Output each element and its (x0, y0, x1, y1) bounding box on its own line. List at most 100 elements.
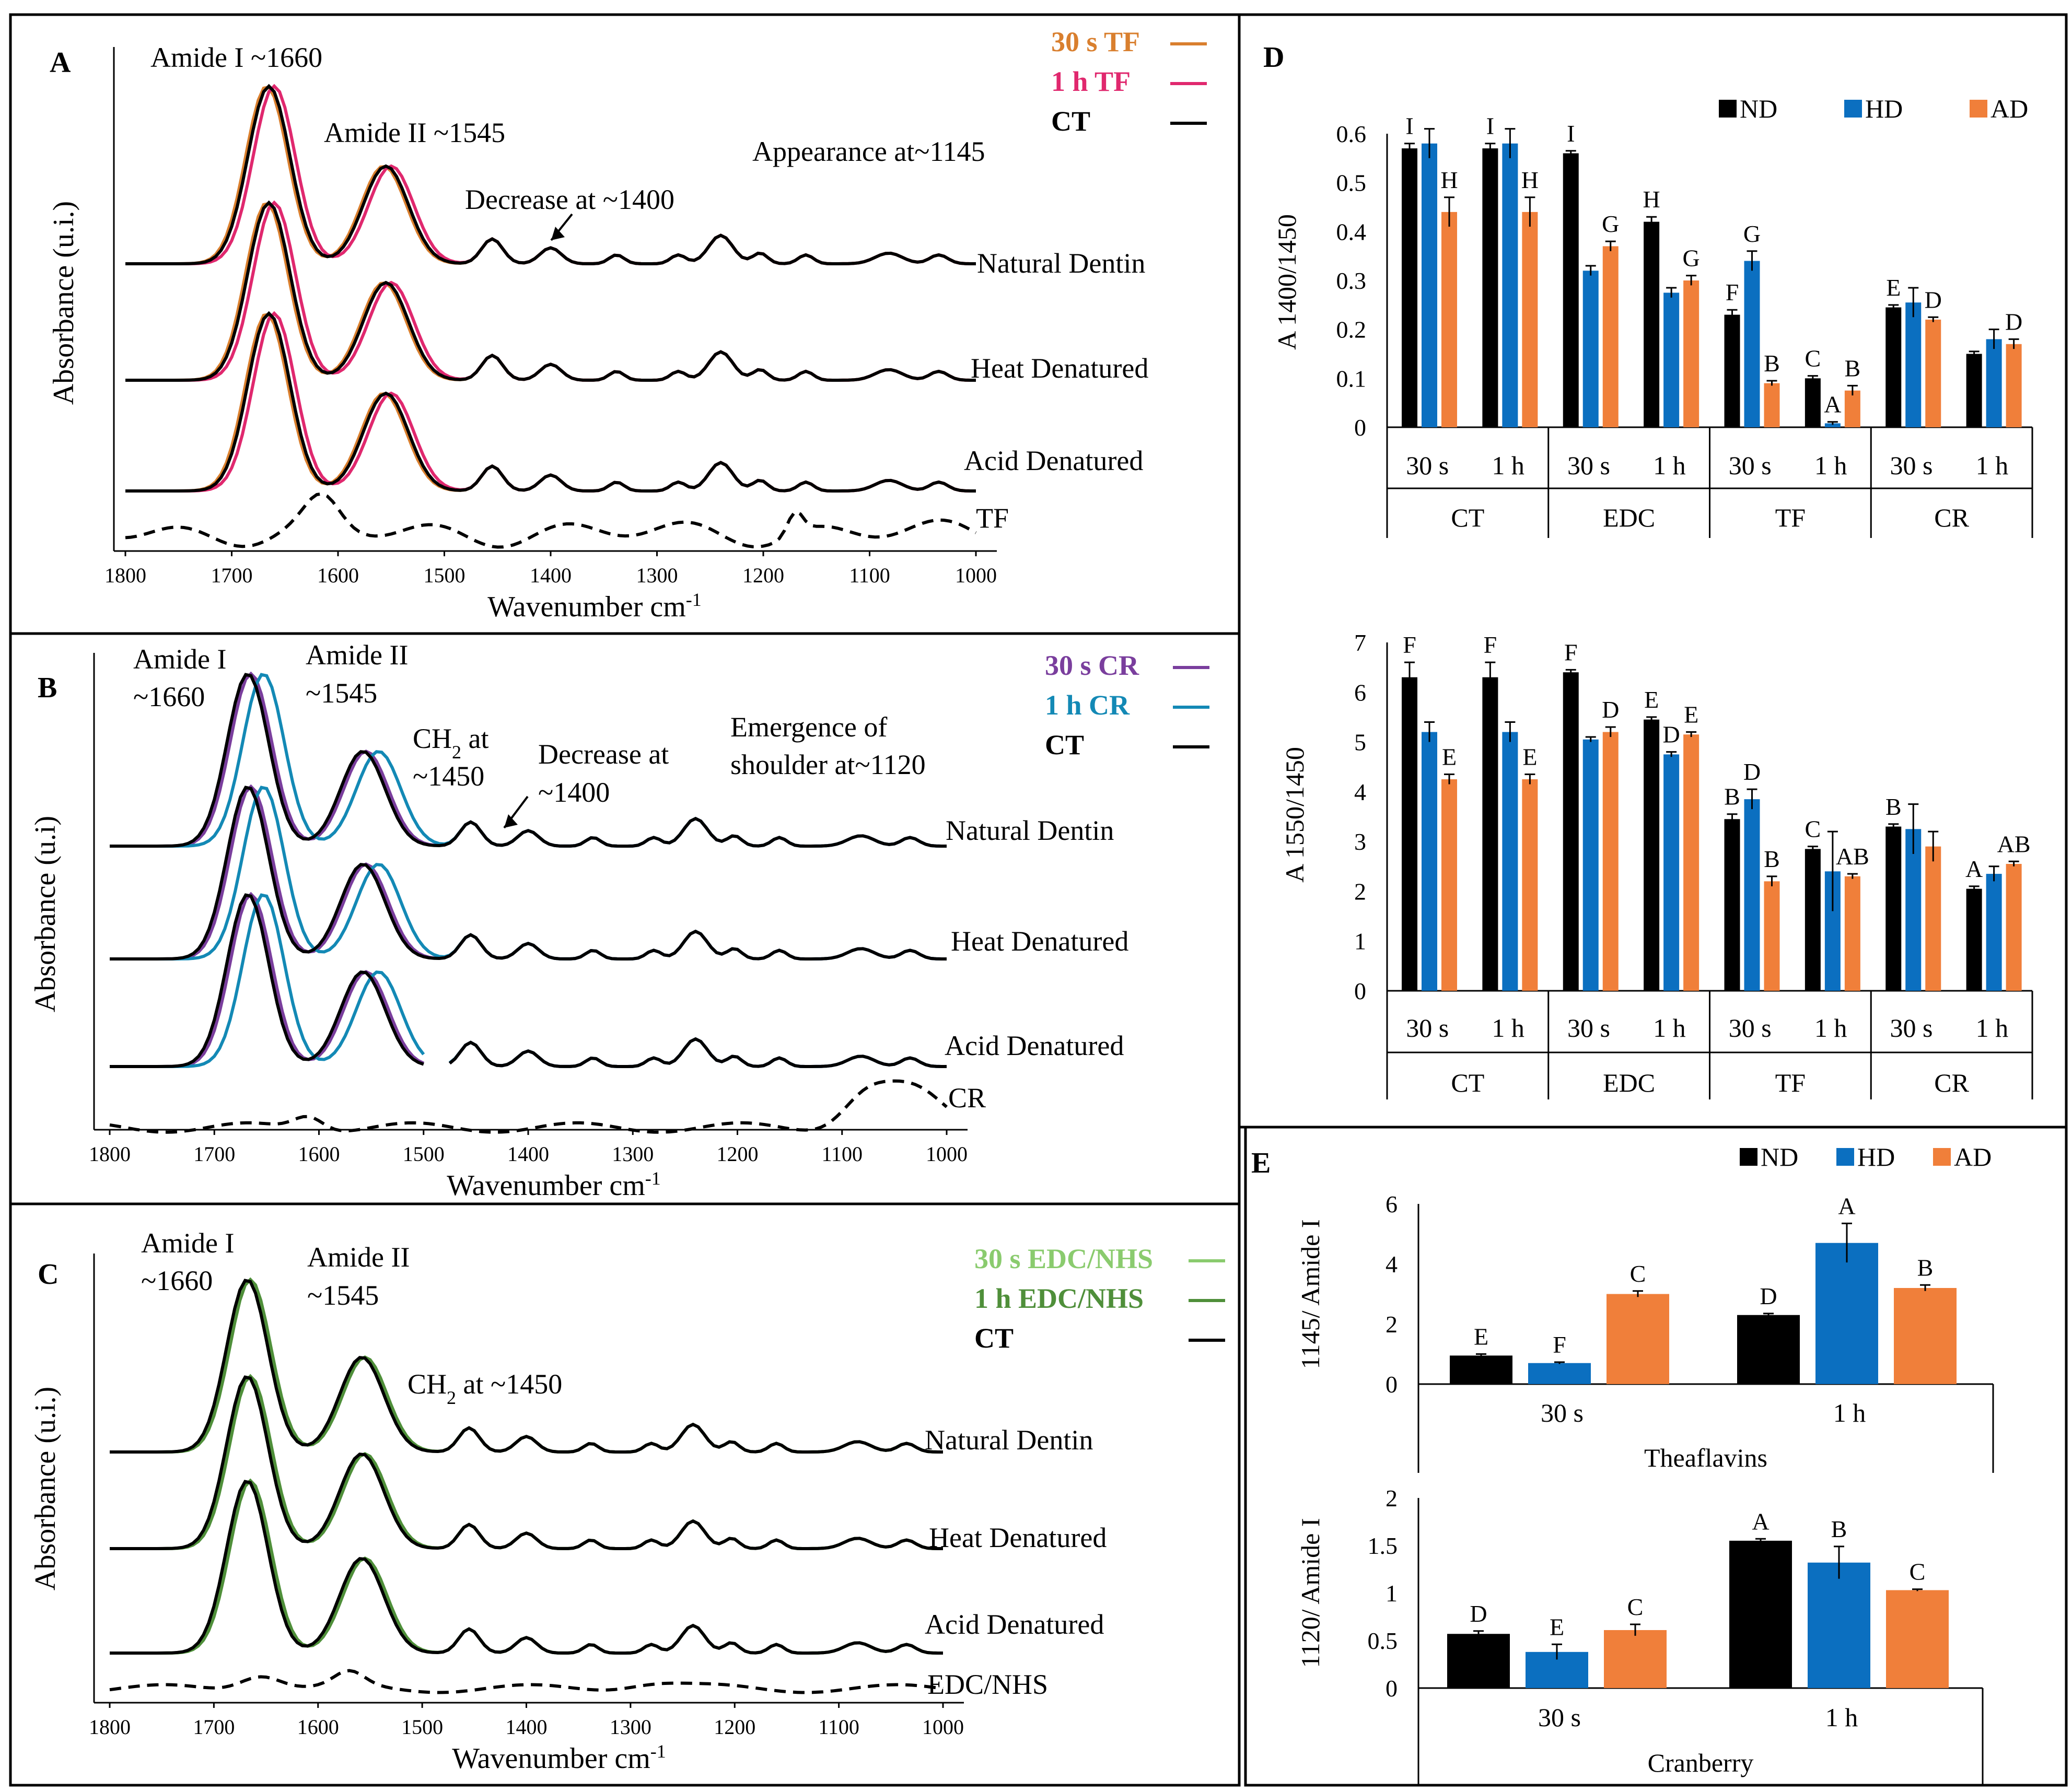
group-label: CT (1451, 1068, 1484, 1097)
significance-letter: F (1553, 1331, 1566, 1358)
category-label: 30 s (1729, 451, 1772, 480)
legend-label: 1 h CR (1045, 689, 1130, 721)
spectra-panel-B: 1800 1700 1600 1500 1400 1300 1200 1100 1000 Wave… (29, 639, 1209, 1202)
y-tick-label: 0 (1354, 414, 1366, 441)
bar-panel-E-top: 0 2 4 6 1145/ Amide I E E F C 30 s D A B 1 h Theaflavi… (1251, 1142, 1994, 1473)
y-tick-label: 0.3 (1336, 267, 1367, 294)
panel-letter: A (50, 46, 71, 79)
significance-letter: AB (1836, 843, 1869, 870)
legend-swatch-ND (1740, 1148, 1757, 1166)
y-tick-label: 0.5 (1368, 1627, 1398, 1654)
y-tick-label: 0 (1386, 1675, 1398, 1702)
annotation-text: ~1660 (141, 1265, 213, 1296)
x-tick-label: 1300 (612, 1142, 654, 1166)
bar-ND (1402, 148, 1417, 428)
y-tick-label: 0 (1354, 978, 1366, 1004)
y-tick-label: 4 (1386, 1251, 1398, 1278)
annotation-suffix: at ~1450 (456, 1368, 562, 1400)
bar-AD (2006, 344, 2022, 427)
category-label: 1 h (1976, 1013, 2009, 1043)
spectrum-label: Heat Denatured (929, 1522, 1107, 1553)
category-label: 30 s (1567, 1013, 1610, 1043)
category-label: 1 h (1814, 451, 1847, 480)
category-label: 30 s (1541, 1398, 1584, 1427)
significance-letter: I (1486, 113, 1494, 139)
significance-letter: C (1630, 1260, 1646, 1287)
spectrum-trace-ct (110, 1480, 943, 1655)
annotation-text: CH2 at (413, 723, 489, 763)
y-tick-label: 0.1 (1336, 365, 1367, 392)
x-axis-label: Wavenumber cm-1 (452, 1741, 666, 1775)
significance-letter: B (1845, 355, 1861, 381)
bar-ND (1450, 1355, 1512, 1384)
x-axis-label-superscript: -1 (645, 1168, 661, 1189)
spectrum-label: Acid Denatured (925, 1609, 1104, 1640)
significance-letter: B (1764, 846, 1780, 872)
bar-panel-E-bottom: 0 0.5 1 1.5 2 1120/ Amide I D E C 30 s A B C 1 h Cranb… (1296, 1485, 1984, 1785)
bar-HD (1422, 143, 1437, 427)
legend-label: CT (974, 1322, 1014, 1354)
legend-swatch-HD (1844, 100, 1862, 118)
legend-label: 30 s CR (1045, 650, 1139, 681)
bar-ND (1402, 677, 1417, 991)
bar-HD (1986, 874, 2002, 991)
legend-swatch-AD (1970, 100, 1987, 118)
bar-HD (1422, 732, 1437, 991)
bar-ND (1805, 849, 1821, 991)
significance-letter: E (1474, 1323, 1488, 1350)
panel-letter: C (38, 1258, 59, 1291)
y-tick-label: 1 (1354, 928, 1366, 955)
reference-dashed-trace (109, 1669, 944, 1694)
significance-letter: C (1627, 1594, 1644, 1620)
y-tick-label: 2 (1386, 1485, 1398, 1512)
category-label: 30 s (1890, 1013, 1933, 1043)
category-label: 1 h (1833, 1398, 1866, 1427)
significance-letter: B (1917, 1254, 1934, 1281)
legend-label: AD (1990, 94, 2028, 123)
x-tick-label: 1600 (317, 564, 359, 587)
legend-swatch-AD (1933, 1148, 1951, 1166)
x-tick-label: 1100 (818, 1715, 859, 1739)
y-axis-label: A 1400/1450 (1272, 214, 1301, 350)
reference-dashed-trace (125, 492, 977, 549)
y-tick-label: 0.5 (1336, 170, 1367, 196)
bar-panel-D-top: 0 0.1 0.2 0.3 0.4 0.5 0.6 A 1400/1450 D I H 30 s I H 1… (1263, 41, 2033, 538)
bar-ND (1724, 314, 1740, 427)
annotation-text: Amide II (307, 1241, 410, 1273)
category-label: 1 h (1653, 1013, 1686, 1043)
bar-HD (1744, 799, 1760, 991)
y-tick-label: 0 (1386, 1371, 1398, 1398)
bar-ND (1966, 888, 1982, 991)
legend-label: AD (1954, 1142, 1992, 1172)
bar-ND (1737, 1315, 1800, 1384)
bar-ND (1563, 672, 1579, 991)
group-label: TF (1775, 1068, 1806, 1097)
spectrum-trace-ct (125, 200, 976, 382)
annotation-text: ~1450 (413, 760, 484, 792)
y-tick-label: 0.2 (1336, 317, 1367, 343)
x-axis-label: Wavenumber cm-1 (447, 1168, 661, 1202)
significance-letter: E (1522, 744, 1537, 770)
bar-AD (1441, 212, 1457, 427)
bar-AD (1683, 280, 1699, 427)
category-label: 30 s (1538, 1703, 1581, 1732)
legend-swatch-HD (1836, 1148, 1854, 1166)
bar-AD (1764, 383, 1780, 427)
bar-AD (1925, 846, 1941, 991)
y-axis-label: Absorbance (u.i.) (29, 1387, 62, 1590)
bar-ND (1447, 1634, 1510, 1688)
annotation-arrowhead (504, 814, 518, 828)
group-label: CR (1934, 503, 1969, 532)
significance-letter: A (1752, 1508, 1769, 1535)
reference-trace-label: CR (948, 1082, 986, 1114)
panel-letter: B (38, 672, 57, 704)
bar-ND (1966, 354, 1982, 427)
significance-letter: H (1440, 167, 1458, 193)
significance-letter: E (1550, 1613, 1564, 1640)
y-tick-label: 5 (1354, 729, 1366, 756)
spectra-panel-C: 1800 1700 1600 1500 1400 1300 1200 1100 1000 Wave… (29, 1227, 1225, 1775)
x-tick-label: 1500 (401, 1715, 443, 1739)
reference-trace-label: TF (976, 502, 1009, 534)
spectrum-trace-ct (110, 1375, 943, 1550)
